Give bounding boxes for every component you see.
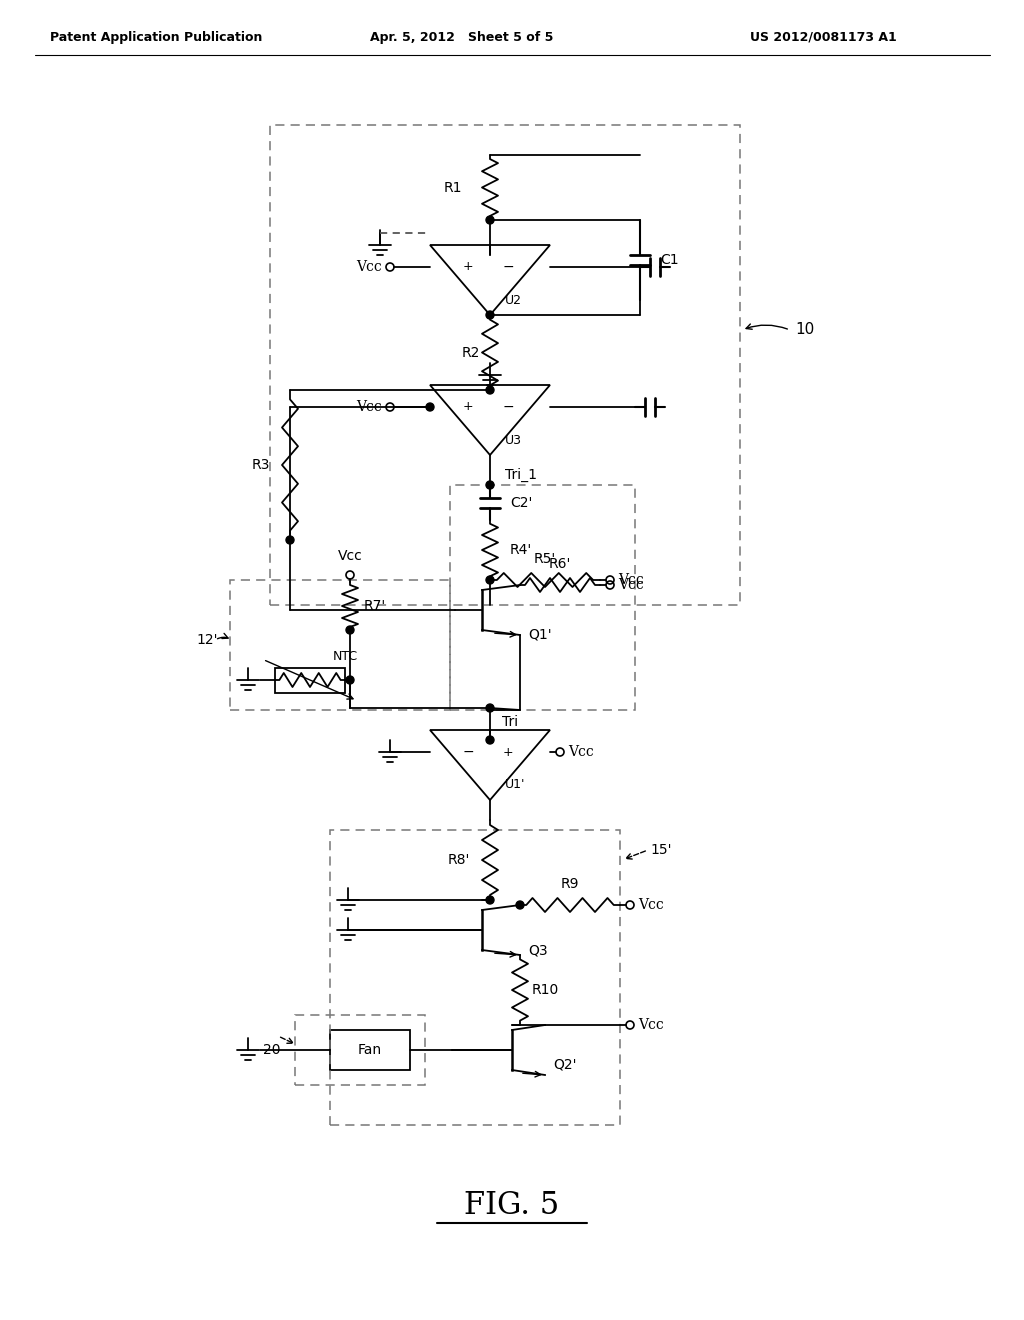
Text: R5': R5' <box>534 552 556 566</box>
Circle shape <box>346 626 354 634</box>
Circle shape <box>346 676 354 684</box>
Circle shape <box>516 902 524 909</box>
Text: R9: R9 <box>561 876 580 891</box>
Text: NTC: NTC <box>333 649 357 663</box>
Bar <box>230 579 450 710</box>
Circle shape <box>486 576 494 583</box>
Text: U1': U1' <box>505 779 525 792</box>
Bar <box>330 830 620 1125</box>
Circle shape <box>286 536 294 544</box>
Text: Vcc: Vcc <box>638 898 664 912</box>
Text: Tri: Tri <box>502 715 518 729</box>
Circle shape <box>486 385 494 393</box>
Text: 20: 20 <box>262 1043 280 1057</box>
Circle shape <box>486 480 494 488</box>
Text: 10: 10 <box>795 322 814 338</box>
Bar <box>450 484 635 710</box>
Bar <box>275 668 345 693</box>
Circle shape <box>486 896 494 904</box>
Text: R4': R4' <box>510 543 532 557</box>
Text: US 2012/0081173 A1: US 2012/0081173 A1 <box>750 30 897 44</box>
Text: 15': 15' <box>650 843 672 857</box>
Circle shape <box>486 216 494 224</box>
Text: R7': R7' <box>364 599 386 612</box>
Text: +: + <box>503 746 513 759</box>
Bar <box>330 1030 410 1071</box>
Text: −: − <box>462 744 474 759</box>
Circle shape <box>486 704 494 711</box>
Circle shape <box>486 312 494 319</box>
Text: Vcc: Vcc <box>618 578 644 591</box>
Text: R3: R3 <box>252 458 270 473</box>
Text: Tri_1: Tri_1 <box>505 467 537 482</box>
Bar <box>295 1015 425 1085</box>
Text: R2: R2 <box>462 346 480 360</box>
Text: +: + <box>463 260 473 273</box>
Text: Vcc: Vcc <box>356 260 382 275</box>
Text: FIG. 5: FIG. 5 <box>464 1189 560 1221</box>
Text: Q3: Q3 <box>528 942 548 957</box>
Circle shape <box>486 737 494 744</box>
Text: R6': R6' <box>549 557 571 572</box>
Text: Vcc: Vcc <box>568 744 594 759</box>
Text: R1: R1 <box>443 181 462 195</box>
Text: Vcc: Vcc <box>638 1018 664 1032</box>
Text: U2: U2 <box>505 293 522 306</box>
Text: 12': 12' <box>197 634 218 647</box>
Text: R10: R10 <box>532 983 559 997</box>
Text: +: + <box>463 400 473 413</box>
Text: Q2': Q2' <box>553 1059 577 1072</box>
Text: R8': R8' <box>447 853 470 867</box>
Circle shape <box>426 403 434 411</box>
Text: Vcc: Vcc <box>356 400 382 414</box>
Text: C2': C2' <box>510 496 532 510</box>
Text: C1: C1 <box>660 253 679 267</box>
Text: Fan: Fan <box>358 1043 382 1057</box>
Text: −: − <box>502 400 514 414</box>
Text: Patent Application Publication: Patent Application Publication <box>50 30 262 44</box>
Text: Q1': Q1' <box>528 628 552 642</box>
Text: Vcc: Vcc <box>618 573 644 587</box>
Text: U3: U3 <box>505 433 522 446</box>
Bar <box>270 125 740 605</box>
Text: Vcc: Vcc <box>338 549 362 564</box>
Text: Apr. 5, 2012   Sheet 5 of 5: Apr. 5, 2012 Sheet 5 of 5 <box>370 30 553 44</box>
Text: −: − <box>502 260 514 275</box>
